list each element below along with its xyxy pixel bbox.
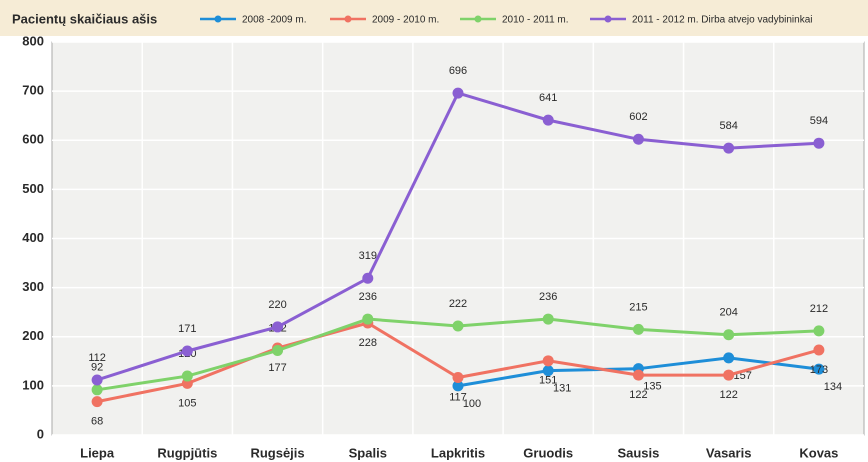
data-point	[181, 370, 193, 382]
x-tick-label: Lapkritis	[431, 445, 485, 460]
legend-label: 2009 - 2010 m.	[372, 15, 439, 26]
data-point	[91, 384, 103, 396]
data-point	[632, 369, 644, 381]
x-tick-label: Rugpjūtis	[157, 445, 217, 460]
data-label: 584	[719, 120, 737, 132]
data-point	[452, 320, 464, 332]
y-tick-label: 500	[22, 181, 44, 196]
y-tick-label: 200	[22, 328, 44, 343]
data-point	[723, 369, 735, 381]
data-point	[632, 133, 644, 145]
legend-marker	[474, 15, 482, 23]
data-label: 236	[359, 291, 377, 303]
data-label: 212	[810, 303, 828, 315]
chart-title: Pacientų skaičiaus ašis	[12, 11, 157, 26]
legend-marker	[344, 15, 352, 23]
data-label: 151	[539, 375, 557, 387]
data-point	[813, 344, 825, 356]
data-point	[542, 313, 554, 325]
data-point	[723, 142, 735, 154]
data-label: 602	[629, 111, 647, 123]
y-tick-label: 400	[22, 230, 44, 245]
data-label: 134	[824, 381, 842, 393]
data-point	[362, 272, 374, 284]
data-label: 696	[449, 65, 467, 77]
data-label: 100	[463, 398, 481, 410]
data-label: 594	[810, 115, 828, 127]
data-point	[723, 352, 735, 364]
x-tick-label: Kovas	[799, 445, 838, 460]
data-point	[272, 321, 284, 333]
data-label: 171	[178, 323, 196, 335]
data-point	[91, 374, 103, 386]
y-tick-label: 800	[22, 33, 44, 48]
data-label: 112	[88, 352, 106, 364]
data-label: 319	[359, 250, 377, 262]
data-label: 204	[719, 307, 737, 319]
data-label: 173	[810, 364, 828, 376]
x-tick-label: Vasaris	[706, 445, 752, 460]
data-point	[362, 313, 374, 325]
data-label: 68	[91, 416, 103, 428]
data-label: 122	[719, 389, 737, 401]
data-point	[813, 137, 825, 149]
data-point	[181, 345, 193, 357]
data-label: 92	[91, 362, 103, 374]
x-tick-label: Sausis	[617, 445, 659, 460]
data-label: 215	[629, 301, 647, 313]
x-tick-label: Rugsėjis	[250, 445, 304, 460]
data-point	[813, 363, 825, 375]
legend-marker	[604, 15, 612, 23]
data-label: 641	[539, 92, 557, 104]
data-point	[272, 345, 284, 357]
data-point	[91, 396, 103, 408]
data-point	[632, 323, 644, 335]
data-label: 222	[449, 298, 467, 310]
data-point	[452, 372, 464, 384]
data-point	[542, 365, 554, 377]
data-label: 236	[539, 291, 557, 303]
data-label: 117	[449, 391, 467, 403]
legend-label: 2008 -2009 m.	[242, 15, 307, 26]
data-point	[813, 325, 825, 337]
legend-label: 2011 - 2012 m. Dirba atvejo vadybininkai	[632, 15, 812, 26]
data-label: 131	[553, 383, 571, 395]
data-label: 228	[359, 337, 377, 349]
data-label: 220	[268, 299, 286, 311]
data-point	[542, 114, 554, 126]
y-tick-label: 0	[37, 426, 44, 441]
data-label: 122	[629, 389, 647, 401]
x-tick-label: Spalis	[349, 445, 387, 460]
data-point	[542, 355, 554, 367]
y-tick-label: 600	[22, 132, 44, 147]
header-band	[0, 0, 868, 36]
legend-label: 2010 - 2011 m.	[502, 15, 569, 26]
data-point	[723, 329, 735, 341]
data-label: 105	[178, 397, 196, 409]
y-tick-label: 100	[22, 377, 44, 392]
legend-marker	[214, 15, 222, 23]
data-label: 135	[643, 381, 661, 393]
x-tick-label: Liepa	[80, 445, 115, 460]
data-point	[452, 87, 464, 99]
y-tick-label: 700	[22, 83, 44, 98]
y-tick-label: 300	[22, 279, 44, 294]
data-label: 177	[268, 362, 286, 374]
data-point	[452, 380, 464, 392]
x-tick-label: Gruodis	[523, 445, 573, 460]
